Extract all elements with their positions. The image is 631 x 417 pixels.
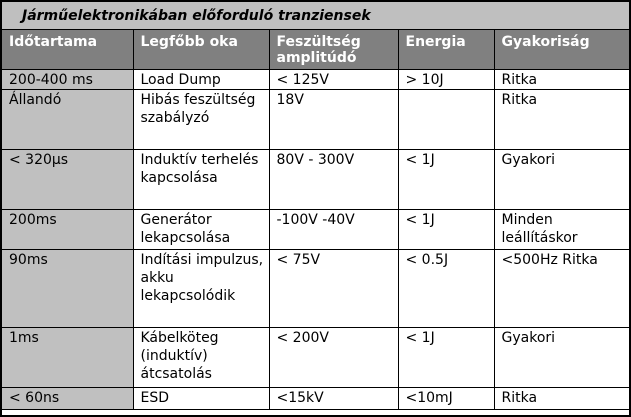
cell-frequency: Ritka — [493, 387, 629, 410]
cell-duration: < 320µs — [2, 149, 134, 210]
cell-duration: Állandó — [2, 89, 134, 150]
cell-voltage: -100V -40V — [268, 209, 399, 250]
cell-cause: Indítási impulzus, akku lekapcsolódik — [132, 249, 270, 328]
cell-energy: < 1J — [397, 149, 495, 210]
cell-duration: < 60ns — [2, 387, 134, 410]
header-energy: Energia — [397, 30, 495, 70]
cell-energy — [397, 89, 495, 150]
table-title: Járműelektronikában előforduló tranziens… — [2, 2, 629, 30]
header-row: Időtartama Legfőbb oka Feszültség amplit… — [2, 30, 629, 70]
cell-energy: < 1J — [397, 327, 495, 388]
cell-frequency: Minden leállításkor — [493, 209, 629, 250]
cell-voltage: <15kV — [268, 387, 399, 410]
cell-voltage: < 200V — [268, 327, 399, 388]
table-row: 90ms Indítási impulzus, akku lekapcsolód… — [2, 249, 629, 328]
cell-cause: Kábelköteg (induktív) átcsatolás — [132, 327, 270, 388]
header-cause: Legfőbb oka — [132, 30, 270, 70]
transient-table: Időtartama Legfőbb oka Feszültség amplit… — [2, 30, 629, 410]
cell-frequency: Ritka — [493, 89, 629, 150]
cell-voltage: < 125V — [268, 69, 399, 90]
cell-cause: Load Dump — [132, 69, 270, 90]
cell-frequency: <500Hz Ritka — [493, 249, 629, 328]
header-frequency: Gyakoriság — [493, 30, 629, 70]
cell-cause: ESD — [132, 387, 270, 410]
table-row: < 60ns ESD <15kV <10mJ Ritka — [2, 387, 629, 410]
cell-cause: Induktív terhelés kapcsolása — [132, 149, 270, 210]
table-row: Állandó Hibás feszültség szabályzó 18V R… — [2, 89, 629, 150]
cell-frequency: Ritka — [493, 69, 629, 90]
cell-energy: < 0.5J — [397, 249, 495, 328]
cell-duration: 90ms — [2, 249, 134, 328]
header-voltage: Feszültség amplitúdó — [268, 30, 399, 70]
cell-voltage: 80V - 300V — [268, 149, 399, 210]
table-row: 200-400 ms Load Dump < 125V > 10J Ritka — [2, 69, 629, 90]
header-duration: Időtartama — [2, 30, 134, 70]
cell-frequency: Gyakori — [493, 327, 629, 388]
table-row: 200ms Generátor lekapcsolása -100V -40V … — [2, 209, 629, 250]
cell-energy: < 1J — [397, 209, 495, 250]
cell-voltage: 18V — [268, 89, 399, 150]
cell-frequency: Gyakori — [493, 149, 629, 210]
cell-duration: 200ms — [2, 209, 134, 250]
cell-cause: Hibás feszültség szabályzó — [132, 89, 270, 150]
cell-duration: 1ms — [2, 327, 134, 388]
cell-voltage: < 75V — [268, 249, 399, 328]
table-row: < 320µs Induktív terhelés kapcsolása 80V… — [2, 149, 629, 210]
cell-cause: Generátor lekapcsolása — [132, 209, 270, 250]
cell-energy: > 10J — [397, 69, 495, 90]
cell-duration: 200-400 ms — [2, 69, 134, 90]
cell-energy: <10mJ — [397, 387, 495, 410]
table-row: 1ms Kábelköteg (induktív) átcsatolás < 2… — [2, 327, 629, 388]
